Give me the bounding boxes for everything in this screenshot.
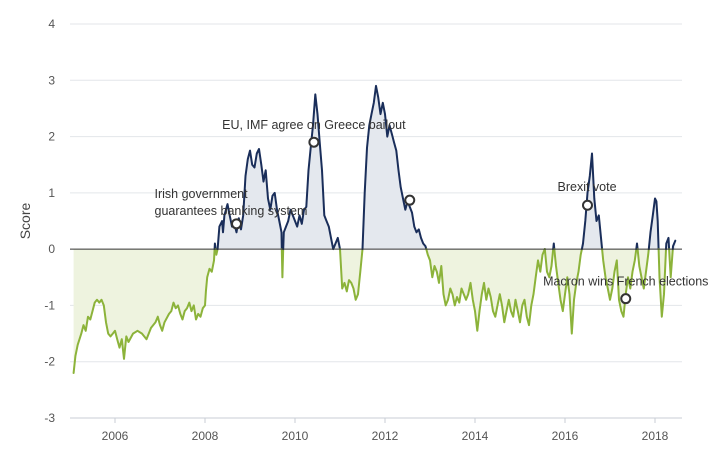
annotation-label: Macron wins French elections	[543, 275, 708, 289]
x-tick-label: 2014	[462, 429, 489, 443]
area-fills	[73, 85, 676, 373]
positive-line-segment	[647, 197, 660, 251]
x-tick-label: 2008	[192, 429, 219, 443]
positive-area	[362, 85, 427, 250]
positive-line-segment	[213, 242, 217, 251]
event-marker	[308, 136, 320, 148]
annotation-label: guarantees banking system	[155, 204, 308, 218]
y-tick-label: 4	[48, 17, 55, 31]
positive-area	[283, 94, 340, 250]
negative-area	[73, 249, 215, 373]
positive-line-segment	[361, 84, 428, 251]
event-marker	[582, 199, 593, 211]
negative-line-segment	[543, 248, 555, 279]
negative-line-segment	[636, 248, 650, 290]
negative-line-segment	[668, 248, 674, 279]
positive-line-segment	[580, 152, 604, 251]
negative-area	[340, 249, 363, 300]
event-marker	[404, 194, 416, 206]
annotation-label: EU, IMF agree on Greece bailout	[222, 118, 406, 132]
y-tick-label: -3	[44, 411, 55, 425]
event-annotation: Irish government guarantees banking syste…	[155, 187, 308, 230]
negative-line-segment	[214, 248, 219, 256]
y-tick-label: 0	[48, 242, 55, 256]
event-marker	[231, 218, 242, 230]
negative-area	[658, 249, 666, 317]
annotation-label: Brexit vote	[558, 180, 617, 194]
x-tick-label: 2010	[282, 429, 309, 443]
annotations: Irish government guarantees banking syste…	[155, 118, 708, 305]
positive-area	[581, 153, 603, 250]
event-annotation: EU, IMF agree on Greece bailout	[222, 118, 406, 148]
y-axis-title: Score	[17, 203, 33, 240]
y-tick-label: -2	[44, 355, 55, 369]
event-annotation: Brexit vote	[558, 180, 617, 211]
negative-line-segment	[425, 248, 546, 332]
x-tick-label: 2016	[552, 429, 579, 443]
negative-line-segment	[553, 248, 583, 335]
event-annotation: Macron wins French elections	[543, 275, 708, 305]
positive-line-segment	[671, 239, 677, 251]
negative-line-segment	[657, 248, 667, 318]
positive-line-segment	[216, 148, 283, 251]
negative-area	[637, 249, 649, 289]
event-annotation	[404, 194, 416, 206]
annotation-label: Irish government	[155, 187, 249, 201]
negative-area	[554, 249, 582, 334]
negative-area	[602, 249, 637, 317]
axes: 4 3 2 1 0 -1 -2 -3 2006 2008 2010 2012 2014 2016 2018 S…	[17, 17, 682, 443]
x-tick-label: 2006	[102, 429, 129, 443]
x-tick-label: 2018	[642, 429, 669, 443]
x-tick-label: 2012	[372, 429, 399, 443]
event-marker	[620, 293, 632, 305]
negative-line-segment	[72, 248, 216, 374]
y-tick-label: 3	[48, 73, 55, 87]
negative-line-segment	[280, 248, 285, 279]
y-tick-label: 2	[48, 130, 55, 144]
score-lines	[70, 84, 682, 374]
positive-line-segment	[282, 93, 341, 251]
y-tick-label: 1	[48, 186, 55, 200]
negative-line-segment	[339, 248, 364, 301]
negative-line-segment	[601, 248, 638, 318]
y-tick-label: -1	[44, 298, 55, 312]
positive-line-segment	[635, 242, 639, 251]
positive-line-segment	[552, 242, 556, 251]
positive-line-segment	[665, 236, 671, 251]
